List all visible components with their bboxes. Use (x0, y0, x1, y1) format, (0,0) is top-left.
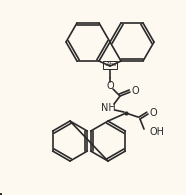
FancyBboxPatch shape (103, 61, 117, 69)
Text: O: O (149, 108, 157, 118)
Text: O: O (131, 86, 139, 96)
Text: Abs: Abs (105, 62, 117, 66)
Text: OH: OH (149, 127, 164, 137)
Text: O: O (106, 81, 114, 91)
Text: NH: NH (101, 103, 115, 113)
